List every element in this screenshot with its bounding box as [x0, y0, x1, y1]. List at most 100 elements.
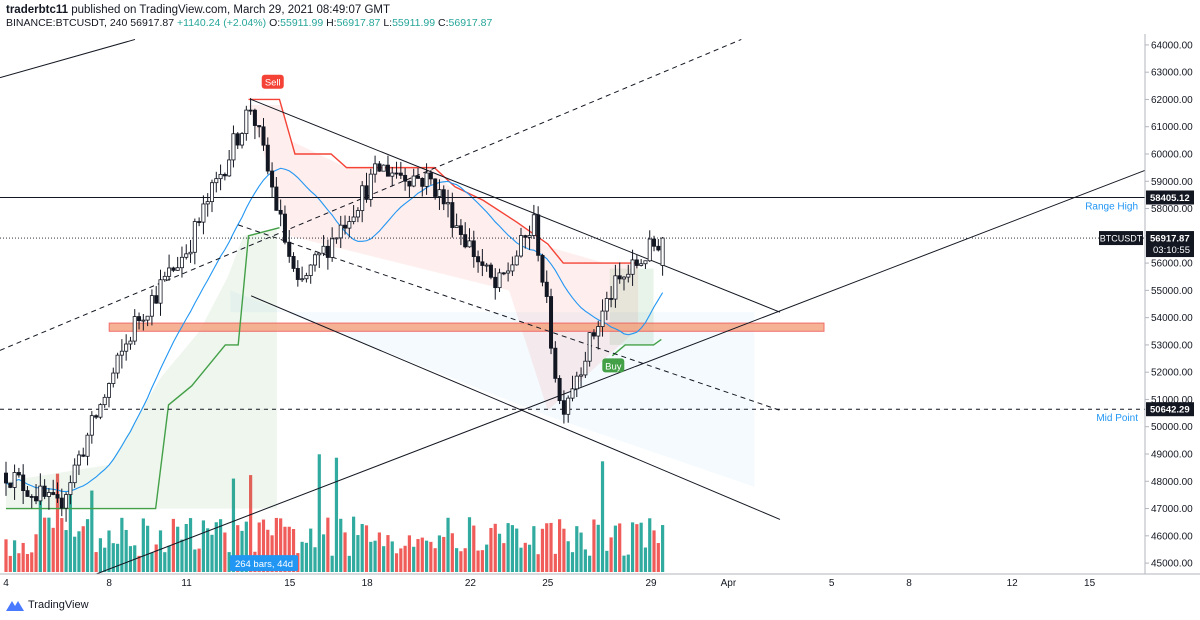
candle[interactable]	[179, 246, 184, 278]
candle[interactable]	[4, 461, 9, 496]
candle[interactable]	[111, 367, 116, 388]
candle[interactable]	[8, 482, 13, 489]
candle[interactable]	[235, 132, 240, 150]
candle[interactable]	[312, 252, 317, 272]
candle[interactable]	[544, 270, 549, 304]
candle[interactable]	[231, 125, 236, 168]
candle[interactable]	[604, 291, 609, 321]
candle[interactable]	[124, 334, 129, 361]
candle[interactable]	[415, 168, 420, 179]
candle[interactable]	[321, 235, 326, 256]
candle[interactable]	[467, 228, 472, 248]
candle[interactable]	[652, 235, 657, 252]
candle[interactable]	[197, 217, 202, 227]
candle[interactable]	[214, 171, 219, 193]
candle[interactable]	[278, 199, 283, 227]
candle[interactable]	[510, 256, 515, 276]
range-high-label[interactable]: 58405.12 Range High	[1085, 190, 1194, 212]
candle[interactable]	[613, 264, 618, 308]
mid-point-label[interactable]: 50642.29 Mid Point	[1096, 402, 1194, 424]
candle[interactable]	[184, 244, 189, 260]
candle[interactable]	[85, 432, 90, 466]
candle[interactable]	[330, 227, 335, 262]
candle[interactable]	[94, 414, 99, 420]
candle[interactable]	[42, 479, 47, 500]
candle[interactable]	[484, 262, 489, 272]
candle[interactable]	[428, 170, 433, 185]
candle[interactable]	[591, 329, 596, 340]
candle[interactable]	[218, 164, 223, 191]
candle[interactable]	[291, 252, 296, 272]
candle[interactable]	[536, 206, 541, 262]
candle[interactable]	[351, 205, 356, 225]
upper-left-trendline[interactable]	[0, 38, 136, 79]
author[interactable]: traderbtc11	[6, 4, 69, 16]
candle[interactable]	[64, 492, 69, 522]
candle[interactable]	[639, 259, 644, 267]
candle[interactable]	[424, 163, 429, 195]
candle[interactable]	[162, 271, 167, 282]
candle[interactable]	[600, 299, 605, 337]
buy-signal[interactable]: Buy	[602, 358, 625, 373]
candle[interactable]	[34, 484, 39, 505]
candle[interactable]	[368, 168, 373, 207]
candle[interactable]	[501, 272, 506, 276]
candle[interactable]	[128, 336, 133, 350]
candle[interactable]	[205, 193, 210, 217]
candle[interactable]	[81, 447, 86, 458]
candle[interactable]	[46, 487, 51, 510]
candle[interactable]	[257, 125, 262, 138]
candle[interactable]	[171, 266, 176, 273]
dashed-channel-line[interactable]	[0, 38, 742, 351]
candle[interactable]	[441, 185, 446, 211]
candle[interactable]	[89, 411, 94, 444]
candle[interactable]	[446, 189, 451, 218]
candle[interactable]	[458, 219, 463, 246]
candle[interactable]	[38, 473, 43, 506]
candle[interactable]	[167, 254, 172, 281]
candle[interactable]	[102, 394, 107, 408]
candle[interactable]	[647, 230, 652, 262]
candle[interactable]	[106, 382, 111, 408]
candle[interactable]	[343, 215, 348, 235]
candle[interactable]	[295, 260, 300, 287]
candle[interactable]	[98, 403, 103, 420]
candle[interactable]	[549, 288, 554, 355]
candle[interactable]	[561, 390, 566, 424]
candle[interactable]	[394, 161, 399, 179]
candle[interactable]	[476, 250, 481, 273]
candle[interactable]	[360, 181, 365, 223]
candle[interactable]	[617, 262, 622, 284]
candle[interactable]	[583, 351, 588, 379]
candle[interactable]	[574, 371, 579, 398]
candle[interactable]	[570, 375, 575, 402]
candle[interactable]	[643, 260, 648, 269]
candle[interactable]	[12, 464, 17, 500]
candle[interactable]	[471, 230, 476, 268]
candle[interactable]	[334, 237, 339, 244]
sell-signal[interactable]: Sell	[261, 74, 284, 89]
candle[interactable]	[531, 204, 536, 239]
candle[interactable]	[149, 289, 154, 326]
candle[interactable]	[317, 252, 322, 269]
candle[interactable]	[59, 488, 64, 517]
candle[interactable]	[497, 268, 502, 292]
downtrend-support[interactable]	[250, 295, 781, 520]
candle[interactable]	[25, 485, 30, 497]
candle[interactable]	[377, 161, 382, 172]
candle[interactable]	[16, 467, 21, 478]
candle[interactable]	[553, 341, 558, 383]
candle[interactable]	[596, 320, 601, 350]
candle[interactable]	[433, 178, 438, 200]
candle[interactable]	[188, 240, 193, 263]
candle[interactable]	[338, 215, 343, 249]
candle[interactable]	[222, 172, 227, 181]
candle[interactable]	[373, 155, 378, 183]
candle[interactable]	[119, 339, 124, 369]
candle[interactable]	[454, 213, 459, 229]
candle[interactable]	[557, 375, 562, 405]
candle[interactable]	[411, 168, 416, 188]
candle[interactable]	[175, 256, 180, 271]
candle[interactable]	[488, 262, 493, 280]
